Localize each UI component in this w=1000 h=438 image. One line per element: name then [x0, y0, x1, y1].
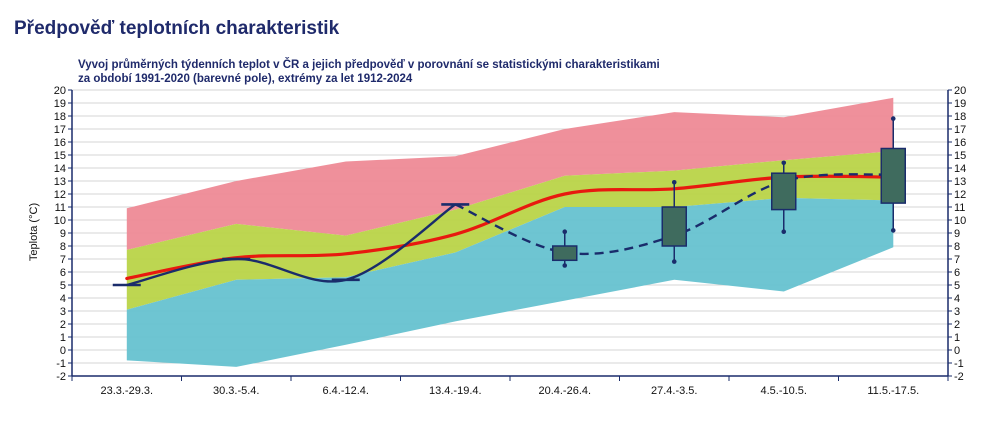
y-tick-label-right: 8: [954, 241, 960, 253]
y-tick-label-right: 6: [954, 267, 960, 279]
y-tick-label-left: -1: [56, 358, 66, 370]
y-tick-label-left: 16: [54, 137, 66, 149]
y-axis-label: Teplota (°C): [28, 203, 40, 261]
x-category-label: 27.4.-3.5.: [651, 385, 697, 397]
chart-subtitle-line-2: za období 1991-2020 (barevné pole), extr…: [78, 73, 413, 85]
y-tick-label-right: 0: [954, 345, 960, 357]
y-tick-label-left: 14: [54, 163, 66, 175]
y-tick-label-left: 7: [60, 254, 66, 266]
y-tick-label-right: -2: [954, 371, 964, 383]
y-tick-label-left: 18: [54, 111, 66, 123]
forecast-max-point: [671, 180, 677, 185]
forecast-box: [552, 245, 578, 262]
band-lower-normal: [126, 197, 894, 367]
y-tick-label-left: 20: [54, 85, 66, 97]
y-tick-label-left: 11: [55, 202, 66, 214]
y-tick-label-left: 2: [60, 319, 66, 331]
y-tick-label-right: 10: [954, 215, 966, 227]
forecast-max-point: [890, 116, 896, 121]
forecast-box: [661, 206, 687, 247]
y-tick-label-left: 0: [60, 345, 66, 357]
x-category-label: 30.3.-5.4.: [213, 385, 259, 397]
y-tick-label-left: 10: [54, 215, 66, 227]
page-title: Předpověď teplotních charakteristik: [14, 18, 340, 39]
y-tick-label-right: 19: [954, 98, 966, 110]
x-category-label: 4.5.-10.5.: [761, 385, 807, 397]
y-tick-label-right: 11: [954, 202, 965, 214]
y-tick-label-right: 14: [954, 163, 966, 175]
y-tick-label-right: 1: [954, 332, 960, 344]
x-category-label: 23.3.-29.3.: [100, 385, 153, 397]
y-tick-label-left: 12: [54, 189, 66, 201]
y-tick-label-right: 13: [954, 176, 966, 188]
y-tick-label-right: 7: [954, 254, 960, 266]
forecast-min-point: [890, 228, 896, 233]
y-tick-label-right: 15: [954, 150, 966, 162]
y-tick-label-left: 15: [54, 150, 66, 162]
band-upper-extreme: [126, 97, 894, 250]
y-tick-label-left: 1: [60, 332, 66, 344]
y-tick-label-left: 6: [60, 267, 66, 279]
y-tick-label-right: -1: [954, 358, 964, 370]
band-upper-normal: [126, 151, 894, 310]
y-tick-label-left: -2: [56, 371, 66, 383]
y-tick-label-left: 9: [60, 228, 66, 240]
x-category-label: 20.4.-26.4.: [538, 385, 591, 397]
forecast-box: [771, 172, 797, 211]
observed-temperature-line: [126, 203, 456, 287]
forecast-max-point: [781, 160, 787, 166]
y-tick-label-right: 5: [954, 280, 960, 292]
x-category-label: 13.4.-19.4.: [429, 385, 482, 397]
y-tick-label-left: 8: [60, 241, 66, 253]
y-tick-label-left: 5: [60, 280, 66, 292]
y-tick-label-right: 18: [954, 111, 966, 123]
y-tick-label-right: 2: [954, 319, 960, 331]
y-tick-label-left: 3: [60, 306, 66, 318]
y-tick-label-right: 12: [954, 189, 966, 201]
chart-subtitle-line-1: Vyvoj průměrných týdenních teplot v ČR a…: [78, 58, 660, 71]
y-tick-label-right: 3: [954, 306, 960, 318]
forecast-min-point: [781, 229, 787, 234]
x-category-label: 6.4.-12.4.: [323, 385, 369, 397]
forecast-min-point: [671, 259, 677, 264]
y-tick-label-right: 4: [954, 293, 960, 305]
forecast-min-point: [562, 263, 568, 268]
forecast-max-point: [562, 229, 568, 234]
y-tick-label-left: 13: [54, 176, 66, 188]
forecast-box: [880, 147, 906, 204]
y-tick-label-right: 17: [954, 124, 966, 136]
x-category-label: 11.5.-17.5.: [867, 385, 919, 397]
y-tick-label-right: 20: [954, 85, 966, 97]
y-tick-label-right: 9: [954, 228, 960, 240]
forecast-boxes: [552, 116, 906, 268]
y-tick-label-left: 17: [54, 124, 66, 136]
y-tick-label-left: 19: [54, 98, 66, 110]
climate-bands: [126, 97, 894, 367]
y-tick-label-right: 16: [954, 137, 966, 149]
y-tick-label-left: 4: [60, 293, 66, 305]
